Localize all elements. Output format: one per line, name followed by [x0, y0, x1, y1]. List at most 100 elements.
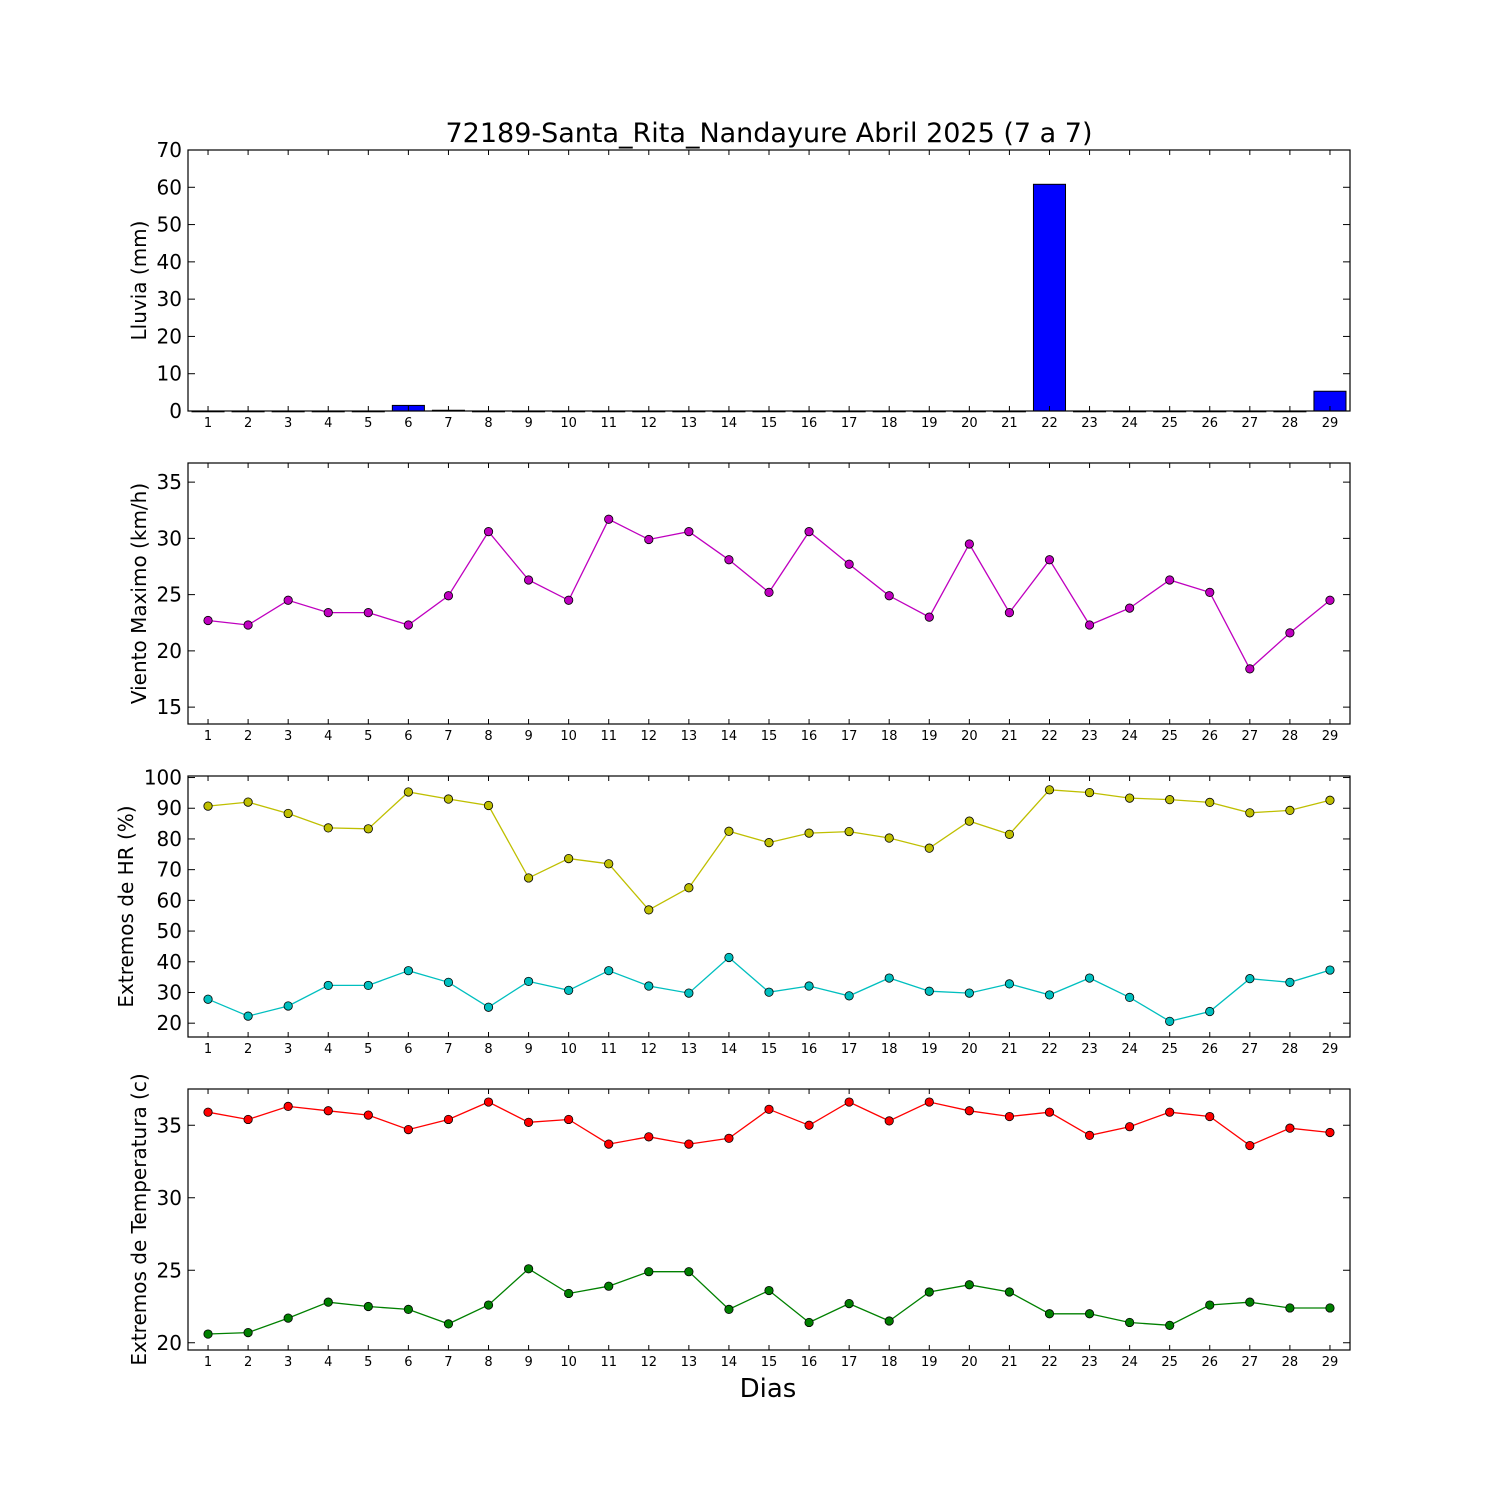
point-day-2	[243, 1011, 253, 1021]
point-day-26	[1205, 1111, 1215, 1122]
y-tick-label: 0	[169, 399, 182, 423]
subplot-4: 1 2 3 4 5 6 7 8 9 10 11 12 13 14 15 16 17 18 19 20 21 22 23 24 2…	[127, 1073, 1351, 1370]
point-day-28	[1285, 628, 1295, 638]
point-day-22	[1044, 555, 1055, 565]
x-tick-label: 16	[801, 1042, 818, 1057]
x-tick-label: 21	[1001, 416, 1018, 431]
point-day-23	[1084, 1309, 1095, 1319]
x-tick-label: 17	[841, 1355, 858, 1370]
point-day-21	[1004, 1287, 1015, 1297]
y-tick-label: 40	[157, 250, 182, 274]
x-axis: 1 2 3 4 5 6 7 8 9 10 11 12 13 14 15 16 17 18 19 20 21 22 23 24 2…	[204, 150, 1338, 431]
x-tick-label: 26	[1201, 416, 1218, 431]
point-day-10	[564, 853, 574, 864]
point-day-22	[1044, 785, 1055, 795]
point-day-25	[1165, 1320, 1175, 1330]
point-day-17	[844, 559, 854, 569]
point-day-5	[363, 824, 373, 834]
x-tick-label: 28	[1282, 1042, 1299, 1057]
x-tick-label: 25	[1161, 1042, 1178, 1057]
x-tick-label: 14	[721, 729, 738, 744]
point-day-5	[363, 1110, 373, 1120]
x-tick-label: 21	[1001, 1355, 1018, 1370]
point-day-2	[243, 620, 253, 630]
point-day-4	[323, 823, 333, 833]
subplot-1: 1 2 3 4 5 6 7 8 9 10 11 12 13 14 15 16 17 18 19 20 21 22 23 24 2…	[127, 138, 1351, 431]
x-tick-label: 18	[881, 1042, 898, 1057]
point-day-7	[443, 977, 454, 987]
x-tick-label: 15	[761, 416, 778, 431]
point-day-9	[523, 575, 534, 585]
x-tick-label: 23	[1081, 1042, 1098, 1057]
x-tick-label: 13	[681, 729, 698, 744]
point-day-8	[483, 800, 494, 811]
point-day-19	[924, 612, 934, 622]
point-day-20	[964, 816, 974, 826]
point-day-10	[564, 1288, 574, 1299]
x-tick-label: 12	[641, 1355, 658, 1370]
axes-frame	[187, 149, 1351, 412]
point-day-29	[1325, 595, 1335, 605]
point-day-5	[363, 980, 373, 991]
x-tick-label: 5	[364, 416, 372, 431]
y-tick-label: 40	[157, 950, 182, 974]
point-day-4	[323, 1106, 333, 1116]
x-tick-label: 15	[761, 1355, 778, 1370]
x-tick-label: 2	[244, 1042, 252, 1057]
point-day-5	[363, 608, 373, 618]
point-day-9	[523, 1264, 534, 1274]
x-tick-label: 22	[1041, 729, 1058, 744]
x-tick-label: 28	[1282, 416, 1299, 431]
point-day-12	[644, 534, 654, 545]
point-day-1	[203, 1107, 213, 1117]
x-tick-label: 5	[364, 1042, 372, 1057]
point-day-15	[764, 1285, 774, 1296]
series-1	[203, 1097, 1335, 1151]
point-day-18	[884, 833, 894, 843]
point-day-17	[844, 826, 854, 837]
point-day-11	[604, 1281, 614, 1291]
point-day-7	[443, 794, 454, 804]
x-tick-label: 18	[881, 416, 898, 431]
point-day-26	[1205, 587, 1215, 597]
point-day-25	[1165, 1016, 1175, 1026]
x-tick-label: 23	[1081, 1355, 1098, 1370]
point-day-13	[684, 988, 694, 998]
y-axis-label-viento-maximo-km-h: Viento Maximo (km/h)	[127, 483, 151, 704]
x-tick-label: 13	[681, 416, 698, 431]
point-day-13	[684, 1139, 694, 1149]
x-tick-label: 24	[1121, 729, 1138, 744]
x-tick-label: 3	[284, 416, 292, 431]
point-day-16	[804, 828, 814, 838]
point-day-2	[243, 1328, 253, 1338]
y-tick-label: 30	[157, 980, 182, 1004]
point-day-6	[403, 1304, 413, 1315]
x-tick-label: 29	[1322, 416, 1339, 431]
x-tick-label: 27	[1242, 729, 1259, 744]
x-tick-label: 26	[1201, 729, 1218, 744]
series-2	[203, 1264, 1335, 1339]
x-tick-label: 12	[641, 416, 658, 431]
point-day-23	[1084, 973, 1095, 983]
point-day-21	[1004, 1111, 1015, 1122]
x-tick-label: 6	[404, 1042, 412, 1057]
point-day-11	[604, 1139, 614, 1149]
x-tick-label: 26	[1201, 1355, 1218, 1370]
point-day-28	[1285, 1123, 1295, 1133]
x-tick-label: 26	[1201, 1042, 1218, 1057]
point-day-6	[403, 787, 413, 797]
point-day-22	[1044, 990, 1055, 1000]
point-day-15	[764, 1104, 774, 1114]
x-tick-label: 22	[1041, 1042, 1058, 1057]
point-day-28	[1285, 977, 1295, 987]
x-tick-label: 19	[921, 416, 938, 431]
x-tick-label: 25	[1161, 416, 1178, 431]
point-day-10	[564, 595, 574, 605]
point-day-1	[203, 615, 213, 626]
x-tick-label: 22	[1041, 416, 1058, 431]
x-tick-label: 15	[761, 729, 778, 744]
x-tick-label: 3	[284, 729, 292, 744]
y-tick-label: 60	[157, 888, 182, 912]
y-axis-label-lluvia-mm: Lluvia (mm)	[127, 221, 151, 341]
